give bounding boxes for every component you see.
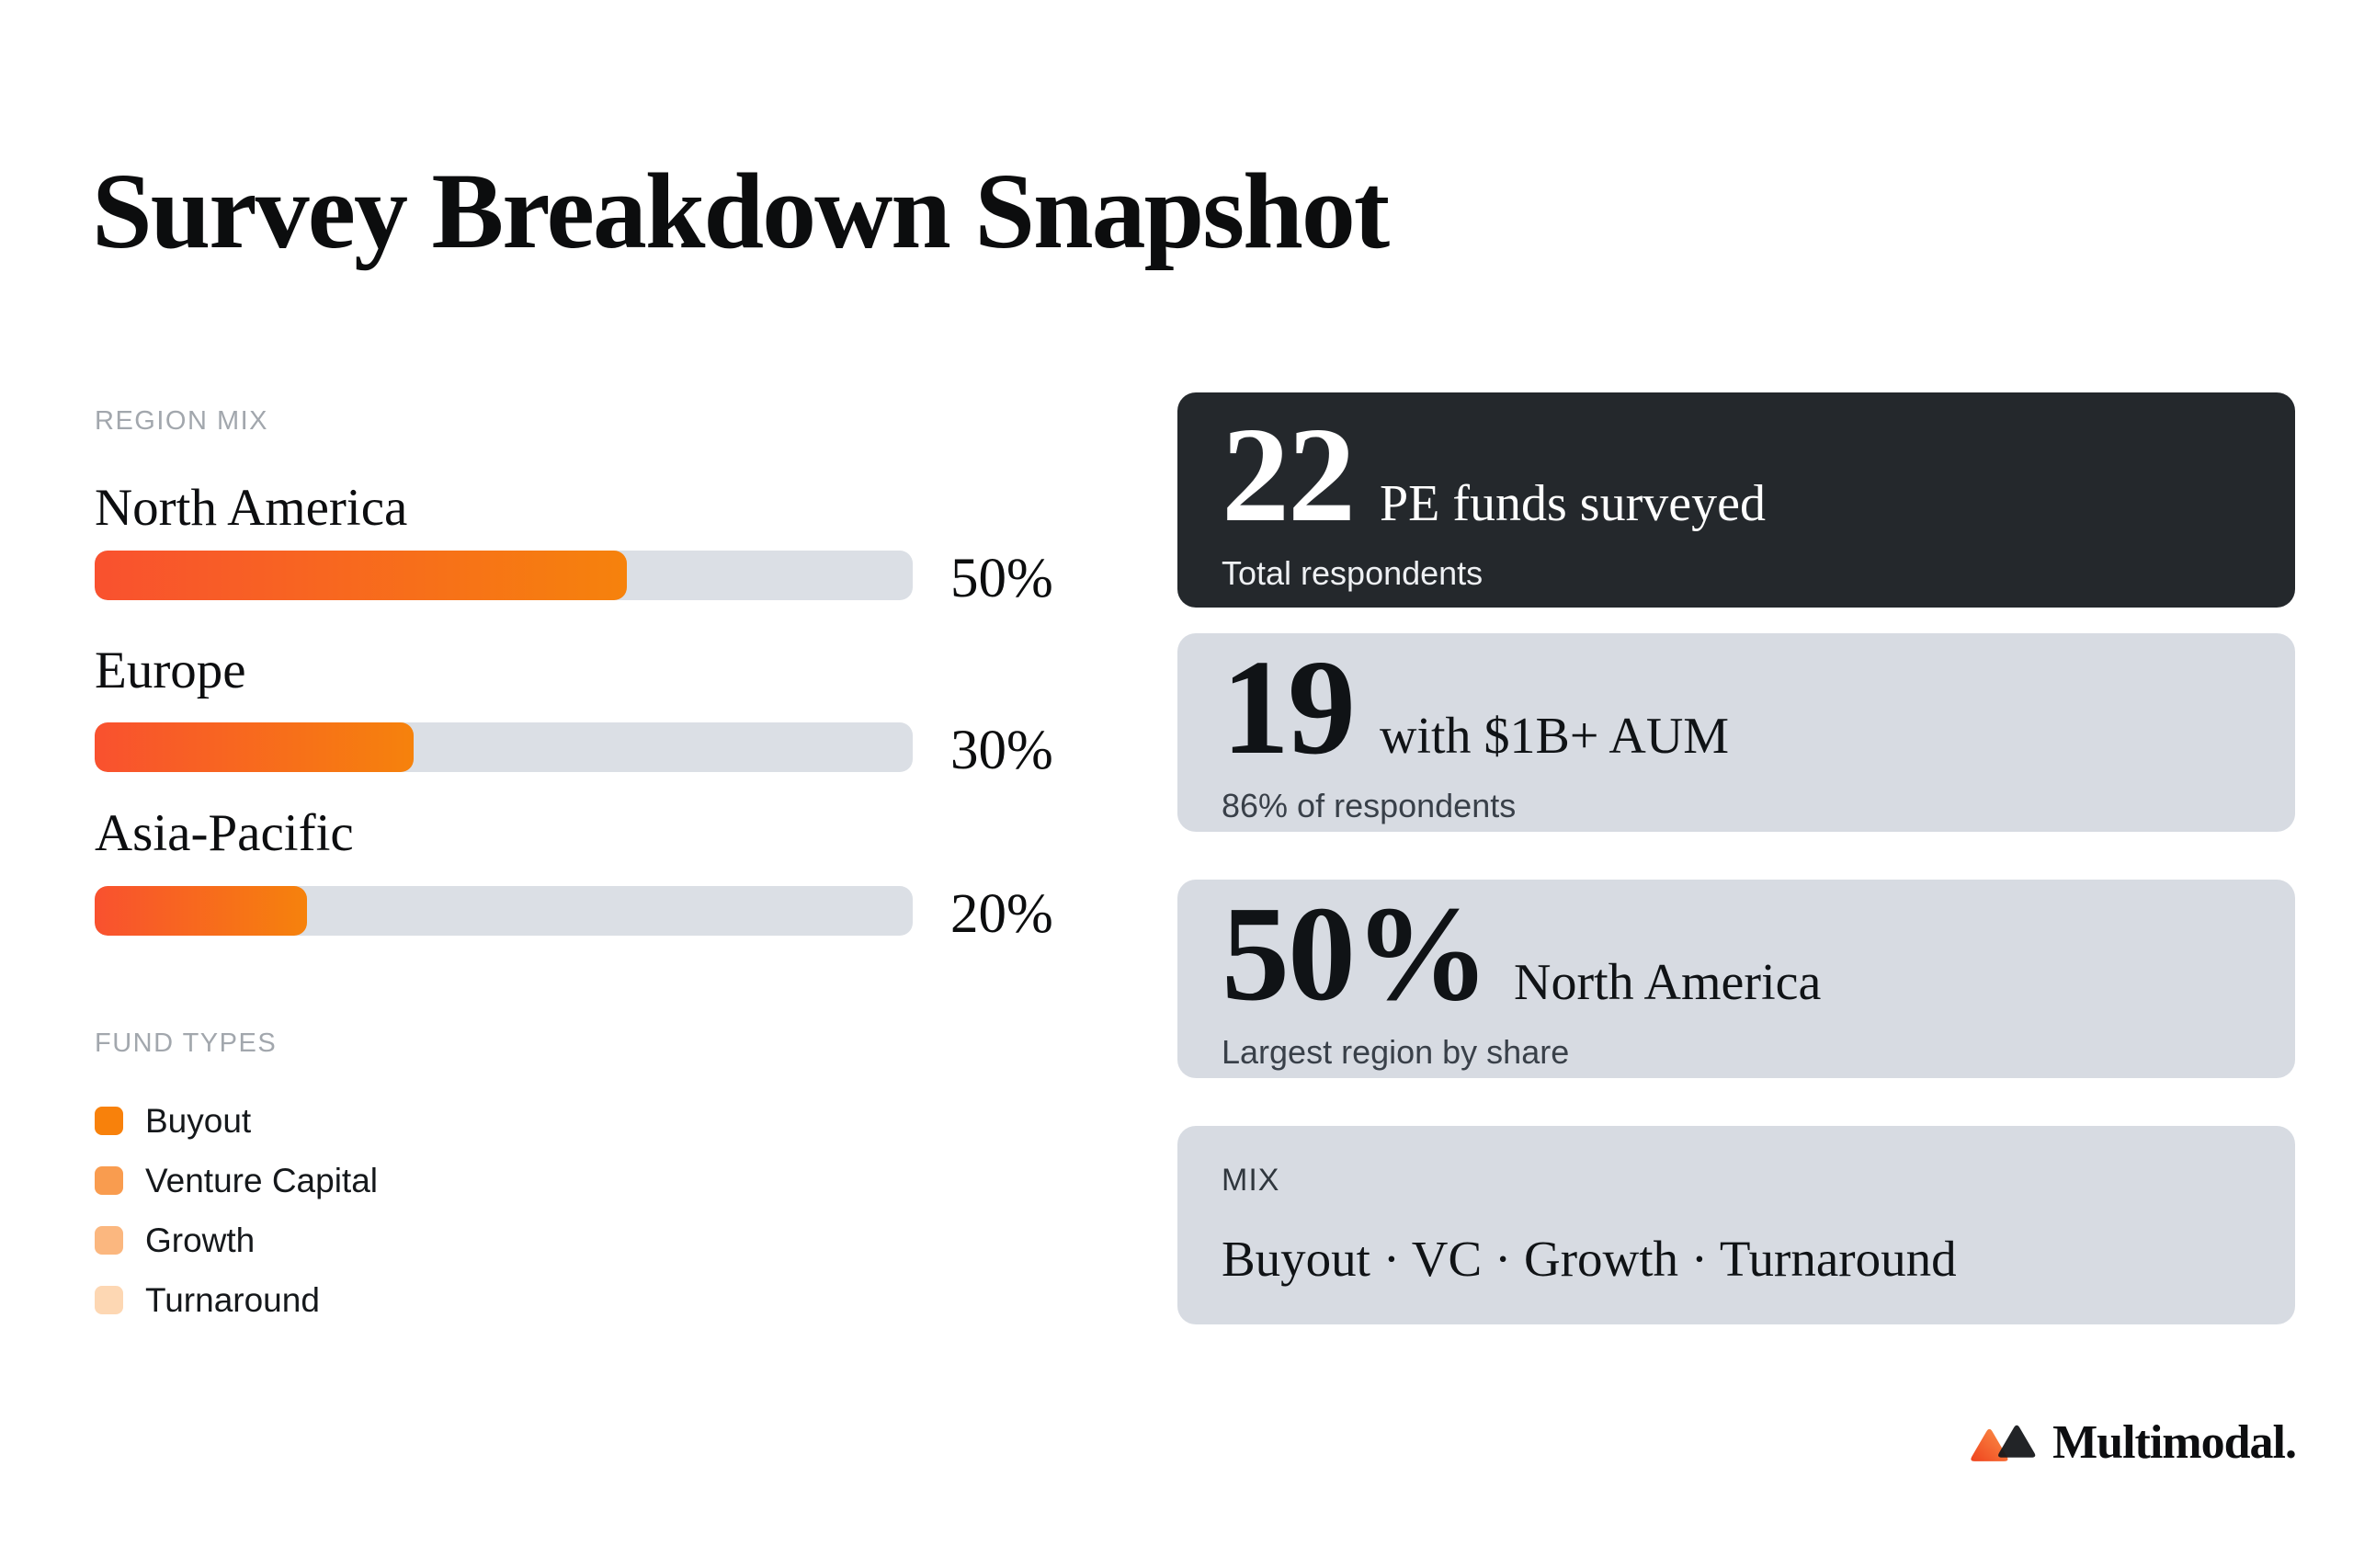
- region-label-europe: Europe: [95, 642, 246, 699]
- legend-item-venture-capital: Venture Capital: [95, 1160, 378, 1200]
- stat-caption: North America: [1514, 954, 1822, 1011]
- multimodal-logo-text: Multimodal.: [2052, 1416, 2297, 1469]
- stat-subtext: Total respondents: [1222, 554, 1483, 592]
- legend-label-buyout: Buyout: [145, 1101, 252, 1140]
- stat-number: 19: [1222, 632, 1356, 783]
- stat-card-aum: 19 with $1B+ AUM 86% of respondents: [1177, 633, 2295, 832]
- multimodal-logo-icon: [1971, 1425, 2036, 1461]
- bar-value-asia-pacific: 20%: [950, 883, 1053, 945]
- stat-subtext: Largest region by share: [1222, 1033, 1570, 1071]
- legend-swatch-growth-icon: [95, 1225, 123, 1255]
- legend-item-turnaround: Turnaround: [95, 1279, 320, 1320]
- bar-fill-north-america: [95, 551, 627, 600]
- bar-fill-asia-pacific: [95, 886, 308, 936]
- legend-item-growth: Growth: [95, 1220, 255, 1260]
- region-label-north-america: North America: [95, 479, 408, 537]
- bar-value-north-america: 50%: [950, 548, 1053, 609]
- region-mix-section-label: REGION MIX: [95, 406, 269, 436]
- legend-swatch-buyout-icon: [95, 1106, 123, 1135]
- legend-label-venture-capital: Venture Capital: [145, 1161, 379, 1199]
- bar-fill-europe: [95, 722, 415, 772]
- region-label-asia-pacific: Asia-Pacific: [95, 804, 354, 862]
- stat-card-largest-region: 50% North America Largest region by shar…: [1177, 880, 2295, 1078]
- stat-number: 50%: [1222, 879, 1490, 1029]
- legend-swatch-venture-capital-icon: [95, 1165, 123, 1195]
- stat-caption: with $1B+ AUM: [1380, 708, 1730, 765]
- stat-number-row: 50% North America: [1222, 886, 2251, 1022]
- multimodal-logo: Multimodal.: [1968, 1415, 2297, 1470]
- bar-track-europe: [95, 722, 913, 772]
- stat-number-row: 22 PE funds surveyed: [1222, 407, 2251, 543]
- stat-number: 22: [1222, 400, 1356, 551]
- stat-caption: PE funds surveyed: [1380, 475, 1766, 532]
- legend-item-buyout: Buyout: [95, 1100, 251, 1141]
- stat-card-total-respondents: 22 PE funds surveyed Total respondents: [1177, 392, 2295, 608]
- legend-swatch-turnaround-icon: [95, 1285, 123, 1314]
- bar-track-asia-pacific: [95, 886, 913, 936]
- mix-label: MIX: [1222, 1163, 1280, 1198]
- bar-value-europe: 30%: [950, 720, 1053, 781]
- bar-track-north-america: [95, 551, 913, 600]
- legend-label-turnaround: Turnaround: [145, 1280, 320, 1319]
- legend-label-growth: Growth: [145, 1221, 256, 1259]
- page-title: Survey Breakdown Snapshot: [92, 151, 1390, 271]
- fund-types-section-label: FUND TYPES: [95, 1028, 278, 1058]
- stat-number-row: 19 with $1B+ AUM: [1222, 640, 2251, 776]
- stat-card-mix: MIX Buyout · VC · Growth · Turnaround: [1177, 1126, 2295, 1324]
- stat-subtext: 86% of respondents: [1222, 787, 1517, 824]
- mix-line: Buyout · VC · Growth · Turnaround: [1222, 1231, 1957, 1287]
